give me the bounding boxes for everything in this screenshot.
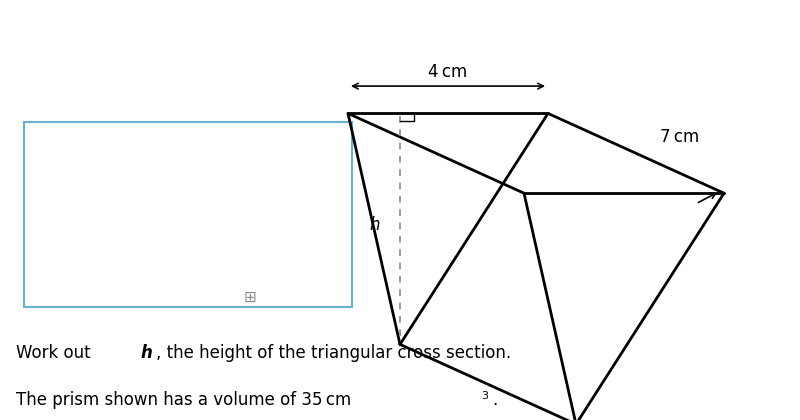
- FancyBboxPatch shape: [24, 122, 352, 307]
- Text: h: h: [140, 344, 152, 362]
- Text: 3: 3: [482, 391, 489, 401]
- Text: 4 cm: 4 cm: [428, 63, 468, 81]
- Text: .: .: [492, 391, 498, 409]
- Text: Work out: Work out: [16, 344, 96, 362]
- Text: 7 cm: 7 cm: [660, 128, 699, 145]
- Text: h: h: [370, 216, 380, 234]
- Text: ⊞: ⊞: [244, 290, 257, 305]
- Text: The prism shown has a volume of 35 cm: The prism shown has a volume of 35 cm: [16, 391, 351, 409]
- Text: , the height of the triangular cross section.: , the height of the triangular cross sec…: [156, 344, 511, 362]
